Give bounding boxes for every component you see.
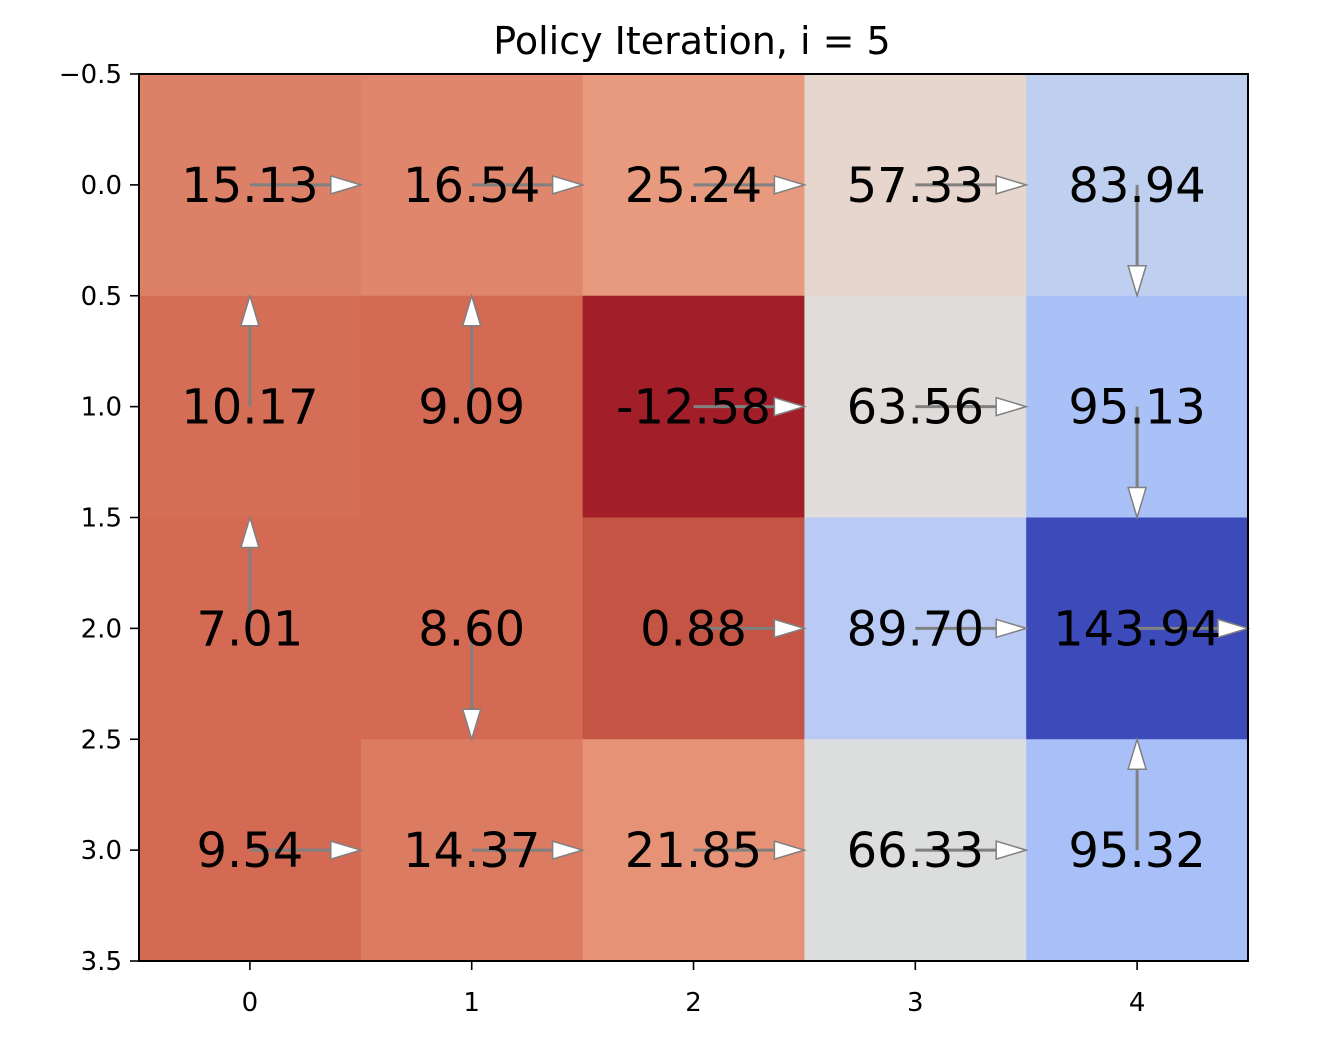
policy-arrow-down xyxy=(461,628,482,742)
cell-value-label: 0.88 xyxy=(640,601,747,657)
policy-arrow-right xyxy=(693,618,808,639)
policy-arrow-up xyxy=(239,293,260,407)
x-tick-label: 2 xyxy=(685,988,702,1018)
policy-arrow-up xyxy=(239,514,260,629)
cell-value-label: 25.24 xyxy=(625,158,762,214)
policy-arrow-right xyxy=(471,840,586,861)
cell-value-label: 9.54 xyxy=(196,823,303,879)
cell-value-label: 9.09 xyxy=(418,380,525,436)
cell-value-label: 21.85 xyxy=(625,823,762,879)
cell-value-label: 95.13 xyxy=(1068,380,1205,436)
policy-arrow-right xyxy=(915,396,1029,417)
y-tick-label: 2.5 xyxy=(81,725,122,755)
policy-arrow-right xyxy=(915,840,1029,861)
y-tick-label: 0.0 xyxy=(81,171,122,201)
cell-value-label: 8.60 xyxy=(418,601,525,657)
x-tick-label: 4 xyxy=(1129,988,1146,1018)
policy-arrow-right xyxy=(915,174,1029,195)
policy-arrow-up xyxy=(461,293,482,407)
cell-value-label: 63.56 xyxy=(847,380,984,436)
policy-arrow-right xyxy=(1137,618,1251,639)
cell-value-label: -12.58 xyxy=(616,380,771,436)
y-tick-label: 3.0 xyxy=(81,836,122,866)
cell-value-label: 143.94 xyxy=(1053,601,1221,657)
policy-arrow-down xyxy=(1127,184,1148,299)
policy-arrow-right xyxy=(249,174,364,195)
policy-arrow-right xyxy=(693,174,808,195)
policy-arrow-right xyxy=(693,396,808,417)
cell-value-label: 15.13 xyxy=(181,158,318,214)
y-tick-label: −0.5 xyxy=(59,60,122,90)
x-tick-label: 0 xyxy=(242,988,259,1018)
y-tick-label: 2.0 xyxy=(81,614,122,644)
cell-value-label: 95.32 xyxy=(1068,823,1205,879)
cell-value-label: 14.37 xyxy=(403,823,540,879)
cell-value-label: 89.70 xyxy=(847,601,984,657)
cell-value-label: 83.94 xyxy=(1068,158,1205,214)
cell-value-label: 66.33 xyxy=(847,823,984,879)
policy-arrow-right xyxy=(693,840,808,861)
y-tick-label: 1.0 xyxy=(81,393,122,423)
policy-arrow-right xyxy=(249,840,364,861)
cell-value-label: 57.33 xyxy=(847,158,984,214)
y-tick-label: 3.5 xyxy=(81,947,122,977)
cell-value-label: 7.01 xyxy=(196,601,303,657)
policy-arrow-right xyxy=(471,174,586,195)
y-tick-label: 1.5 xyxy=(81,504,122,534)
cell-value-labels: 15.13 16.54 25.24 57.33 83.94 10.17 9.09 -12.58… xyxy=(181,158,1221,879)
y-axis: −0.5 0.0 0.5 1.0 1.5 2.0 2.5 3.0 3.5 xyxy=(59,60,139,977)
cell-value-label: 10.17 xyxy=(181,380,318,436)
y-tick-label: 0.5 xyxy=(81,282,122,312)
chart-title: Policy Iteration, i = 5 xyxy=(493,19,890,63)
policy-arrows xyxy=(239,174,1251,861)
cell-value-label: 16.54 xyxy=(403,158,540,214)
policy-arrow-up xyxy=(1127,736,1148,851)
policy-arrow-down xyxy=(1127,406,1148,521)
x-tick-label: 1 xyxy=(463,988,480,1018)
x-axis: 0 1 2 3 4 xyxy=(242,961,1146,1018)
x-tick-label: 3 xyxy=(907,988,924,1018)
policy-arrow-right xyxy=(915,618,1029,639)
